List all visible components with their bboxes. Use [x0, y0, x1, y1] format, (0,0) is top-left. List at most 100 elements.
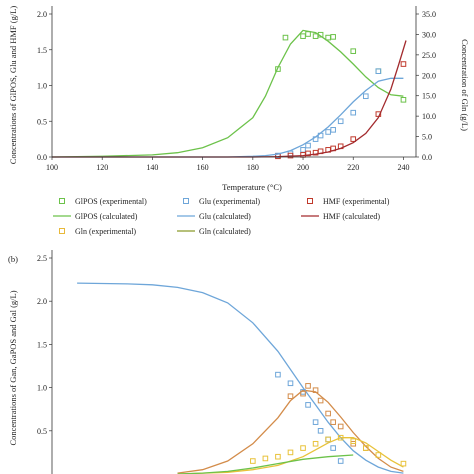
panel-a-y-tick-label: 0.5 [37, 117, 47, 126]
legend-label: GlPOS (experimental) [75, 197, 147, 206]
panel-a-x-tick-label: 100 [46, 163, 58, 172]
panel-a-marks [51, 29, 407, 160]
panel-b-point-blue [287, 380, 294, 387]
panel-b-point-orange [317, 397, 324, 404]
panel-a-point-glpos [300, 33, 306, 39]
panel-a-point-glpos [400, 97, 407, 103]
panel-b-point-orange [300, 390, 306, 397]
panel-b-line-blue [77, 282, 404, 474]
panel-a-x-tick-label: 240 [397, 163, 409, 172]
panel-b-y-tick-label: 0.5 [37, 427, 47, 436]
panel-b-point-yellow [400, 460, 407, 467]
panel-a-point-glu [362, 93, 369, 100]
panel-a-y2-tick-label: 15.0 [422, 92, 436, 101]
panel-b-point-yellow [275, 453, 281, 460]
legend-label: HMF (calculated) [323, 212, 380, 221]
panel-b-point-blue [317, 428, 324, 434]
panel-a-line-glu [52, 77, 404, 158]
panel-a-point-glpos [312, 33, 319, 39]
panel-a-point-glu [330, 127, 336, 133]
legend-marker [59, 228, 65, 234]
panel-a-x-axis-label: Temperature (°C) [222, 182, 282, 192]
panel-b-point-yellow [287, 449, 294, 456]
panel-a-point-glpos [375, 68, 382, 75]
panel-a-chart: 100 120 140 160 180 200 220 240 0.0 0.5 1.0 1.5 2.0 0… [8, 6, 470, 192]
panel-b-point-yellow [262, 455, 269, 462]
legend-label: Glu (experimental) [199, 197, 260, 206]
panel-a-x-tick-label: 140 [146, 163, 158, 172]
panel-b-point-blue [337, 458, 344, 464]
panel-a-point-glu [300, 147, 306, 153]
panel-a-point-glpos [350, 48, 357, 54]
panel-b-y-tick-label: 2.0 [37, 297, 47, 306]
panel-b-y-tick-label: 1.0 [37, 384, 47, 393]
panel-a-point-glu [325, 129, 331, 135]
panel-b-y-tick-label: 1.5 [37, 340, 47, 349]
panel-a-y2-tick-label: 5.0 [422, 133, 432, 142]
panel-a-y-tick-label: 1.5 [37, 46, 47, 55]
panel-a-x-tick-label: 180 [247, 163, 259, 172]
panel-b-point-yellow [250, 458, 256, 464]
legend-label: Glu (calculated) [199, 212, 251, 221]
legend-label: Gln (calculated) [199, 227, 251, 236]
legend-marker [307, 198, 313, 204]
panel-b-line-yellow [177, 437, 404, 474]
panel-a-y2-axis-label: Concentration of Gln (g/L) [460, 39, 470, 131]
panel-a-y2-tick-label: 35.0 [422, 10, 436, 19]
panel-a-y2-tick-label: 0.0 [422, 153, 432, 162]
panel-b-label: (b) [8, 254, 18, 264]
panel-b-point-yellow [312, 440, 319, 447]
panel-a-x-tick-label: 120 [96, 163, 108, 172]
panel-b-point-orange [287, 393, 294, 400]
panel-a-point-hmf [400, 61, 407, 67]
panel-b-axes: 0.5 1.0 1.5 2.0 2.5 [37, 250, 53, 474]
panel-b-point-yellow [337, 434, 344, 441]
panel-a-y2-tick-label: 10.0 [422, 112, 436, 121]
panel-a-y-axis-label: Concentrations of GlPOS, Glu and HMF (g/… [8, 6, 18, 165]
panel-b-y-axis-label: Concentrations of Gan, GaPOS and Gal (g/… [8, 290, 18, 445]
panel-a-point-glu [305, 142, 311, 149]
panel-b-point-yellow [375, 452, 382, 458]
panel-b-marks [77, 282, 407, 474]
panel-b-point-blue [330, 445, 336, 451]
panel-b-point-yellow [300, 445, 306, 451]
panel-a-y-tick-label: 1.0 [37, 82, 47, 91]
panel-a-point-glu [337, 118, 344, 125]
legend-label: Gln (experimental) [75, 227, 136, 236]
panel-a-point-hmf [350, 136, 357, 142]
panel-b-point-orange [330, 419, 336, 425]
panel-a-x-tick-label: 200 [297, 163, 309, 172]
panel-a-point-glpos [282, 34, 289, 41]
panel-b-point-orange [337, 423, 344, 430]
panel-b-point-blue [275, 371, 281, 378]
panel-a-x-tick-label: 220 [347, 163, 359, 172]
panel-a-y-tick-label: 0.0 [37, 153, 47, 162]
panel-a-point-glpos [305, 31, 311, 37]
panel-a-line-glpos [51, 29, 404, 158]
panel-b-point-orange [325, 410, 331, 417]
panel-b-line-green [177, 454, 354, 474]
panel-a-y2-tick-label: 20.0 [422, 71, 436, 80]
panel-a-axes: 100 120 140 160 180 200 220 240 0.0 0.5 1.0 1.5 2.0 0… [37, 6, 436, 172]
panel-b-point-orange [312, 387, 319, 393]
legend-marker [59, 198, 65, 204]
panel-a-point-glu [350, 109, 357, 116]
legend-label: HMF (experimental) [323, 197, 390, 206]
panel-a-point-glpos [330, 34, 336, 40]
panel-b-point-yellow [350, 438, 357, 444]
panel-b-point-blue [325, 436, 331, 443]
panel-b-point-orange [305, 383, 311, 389]
panel-b-point-yellow [362, 445, 369, 451]
panel-a-point-glu [375, 68, 382, 75]
legend-marker [183, 198, 189, 204]
panel-b-y-tick-label: 2.5 [37, 254, 47, 263]
panel-b-point-blue [312, 419, 319, 425]
panel-b-chart: (b) 0.5 1.0 1.5 2.0 2.5 Concentrations of Ga… [8, 250, 407, 474]
panel-a-point-glpos [325, 34, 331, 41]
panel-b-line-orange [177, 389, 404, 474]
panel-a-y-tick-label: 2.0 [37, 10, 47, 19]
legend-label: GlPOS (calculated) [75, 212, 138, 221]
panel-a-legend: GlPOS (experimental) Glu (experimental) HM… [53, 197, 390, 236]
panel-a-y2-tick-label: 25.0 [422, 51, 436, 60]
